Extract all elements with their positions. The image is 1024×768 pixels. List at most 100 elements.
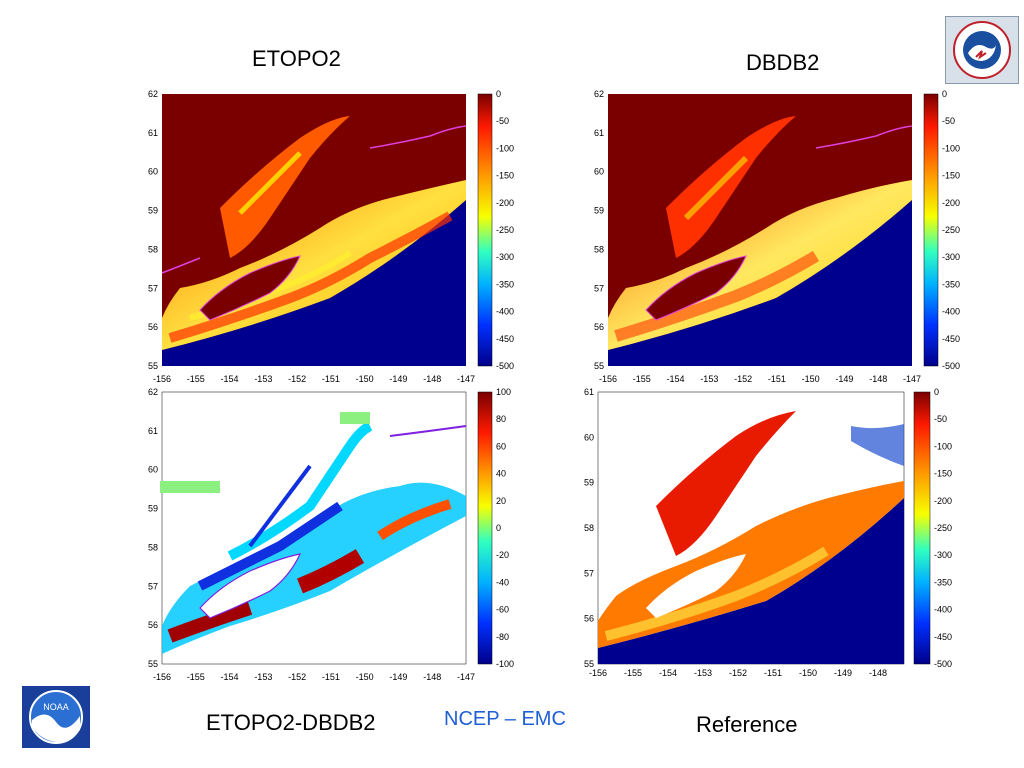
colorbar-tick-label: -350 — [934, 577, 952, 587]
colorbar-tick-label: -250 — [496, 225, 514, 235]
colorbar-tick-label: -50 — [942, 116, 955, 126]
x-tick-label: -151 — [768, 374, 786, 384]
x-tick-label: -155 — [187, 374, 205, 384]
y-tick-label: 59 — [584, 478, 594, 488]
colorbar-tick-label: -350 — [942, 279, 960, 289]
x-tick-label: -147 — [903, 374, 921, 384]
panel-dbdb2: 0 -50 -100 -150 -200 -250 -300 -350 -400 -450 -500… — [594, 89, 960, 384]
colorbar-tick-label: -60 — [496, 605, 509, 615]
y-tick-label: 59 — [594, 206, 604, 216]
colorbar-tick-label: -100 — [496, 659, 514, 669]
x-tick-label: -153 — [700, 374, 718, 384]
x-tick-label: -151 — [322, 374, 340, 384]
x-tick-label: -156 — [599, 374, 617, 384]
colorbar-tick-label: -150 — [942, 171, 960, 181]
colorbar-tick-label: 60 — [496, 441, 506, 451]
colorbar-tick-label: -300 — [934, 550, 952, 560]
x-tick-label: -153 — [694, 668, 712, 678]
x-tick-label: -154 — [221, 672, 239, 682]
colorbar-tick-label: -100 — [496, 143, 514, 153]
y-tick-label: 61 — [148, 128, 158, 138]
title-reference: Reference — [696, 712, 798, 737]
colorbar-ticks-reference: 0 -50 -100 -150 -200 -250 -300 -350 -400 -450 -500 — [934, 387, 952, 669]
colorbar-tick-label: -150 — [934, 469, 952, 479]
x-tick-label: -156 — [153, 672, 171, 682]
y-tick-label: 62 — [148, 387, 158, 397]
y-tick-label: 61 — [584, 387, 594, 397]
x-axis-ticks-reference: -156 -155 -154 -153 -152 -151 -150 -149 -148 — [589, 668, 887, 678]
title-etopo2: ETOPO2 — [252, 46, 341, 71]
nws-logo — [945, 16, 1019, 84]
x-tick-label: -153 — [254, 672, 272, 682]
y-tick-label: 58 — [148, 542, 158, 552]
colorbar-tick-label: -400 — [496, 307, 514, 317]
colorbar-tick-label: -200 — [496, 198, 514, 208]
y-tick-label: 62 — [594, 89, 604, 99]
y-tick-label: 55 — [148, 361, 158, 371]
y-tick-label: 55 — [584, 659, 594, 669]
noaa-logo-text: NOAA — [43, 702, 69, 712]
y-tick-label: 61 — [148, 426, 158, 436]
colorbar-tick-label: -350 — [496, 279, 514, 289]
colorbar-tick-label: -300 — [942, 252, 960, 262]
colorbar-tick-label: -500 — [934, 659, 952, 669]
y-tick-label: 55 — [594, 361, 604, 371]
y-tick-label: 56 — [148, 620, 158, 630]
y-tick-label: 60 — [584, 432, 594, 442]
x-tick-label: -149 — [835, 374, 853, 384]
y-tick-label: 56 — [594, 322, 604, 332]
colorbar-tick-label: -150 — [496, 171, 514, 181]
x-tick-label: -149 — [389, 672, 407, 682]
x-axis-ticks-etopo2: -156 -155 -154 -153 -152 -151 -150 -149 -148 -147 — [153, 374, 475, 384]
colorbar-tick-label: -200 — [934, 496, 952, 506]
x-tick-label: -156 — [153, 374, 171, 384]
panel-reference: 0 -50 -100 -150 -200 -250 -300 -350 -400 -450 -500… — [584, 387, 952, 678]
y-tick-label: 57 — [148, 581, 158, 591]
x-tick-label: -147 — [457, 374, 475, 384]
x-tick-label: -153 — [254, 374, 272, 384]
x-tick-label: -152 — [729, 668, 747, 678]
colorbar-tick-label: -400 — [942, 307, 960, 317]
y-axis-ticks-etopo2: 62 61 60 59 58 57 56 55 — [148, 89, 158, 371]
x-tick-label: -154 — [221, 374, 239, 384]
y-tick-label: 57 — [594, 283, 604, 293]
colorbar-ticks-etopo2: 0 -50 -100 -150 -200 -250 -300 -350 -400 -450 -500 — [496, 89, 514, 371]
x-tick-label: -148 — [869, 668, 887, 678]
colorbar-tick-label: -450 — [934, 632, 952, 642]
x-tick-label: -149 — [834, 668, 852, 678]
colorbar-tick-label: 0 — [934, 387, 939, 397]
colorbar-tick-label: -100 — [934, 441, 952, 451]
colorbar-tick-label: -80 — [496, 632, 509, 642]
colorbar-tick-label: 0 — [942, 89, 947, 99]
x-tick-label: -152 — [288, 672, 306, 682]
colorbar-tick-label: -20 — [496, 550, 509, 560]
colorbar-tick-label: -250 — [934, 523, 952, 533]
y-tick-label: 62 — [148, 89, 158, 99]
x-tick-label: -152 — [288, 374, 306, 384]
x-tick-label: -151 — [322, 672, 340, 682]
noaa-logo: NOAA — [22, 686, 90, 748]
colorbar-tick-label: -400 — [934, 605, 952, 615]
colorbar-ticks-dbdb2: 0 -50 -100 -150 -200 -250 -300 -350 -400 -450 -500 — [942, 89, 960, 371]
y-tick-label: 56 — [148, 322, 158, 332]
y-tick-label: 60 — [594, 167, 604, 177]
x-tick-label: -151 — [764, 668, 782, 678]
title-difference: ETOPO2-DBDB2 — [206, 710, 376, 735]
y-tick-label: 58 — [148, 244, 158, 254]
colorbar-tick-label: 0 — [496, 89, 501, 99]
y-tick-label: 57 — [584, 568, 594, 578]
colorbar-tick-label: -450 — [942, 334, 960, 344]
y-tick-label: 60 — [148, 465, 158, 475]
x-tick-label: -148 — [423, 374, 441, 384]
x-tick-label: -150 — [356, 374, 374, 384]
x-axis-ticks-difference: -156 -155 -154 -153 -152 -151 -150 -149 -148 -147 — [153, 672, 475, 682]
y-tick-label: 55 — [148, 659, 158, 669]
title-dbdb2: DBDB2 — [746, 50, 820, 75]
x-tick-label: -155 — [633, 374, 651, 384]
y-axis-ticks-dbdb2: 62 61 60 59 58 57 56 55 — [594, 89, 604, 371]
colorbar-tick-label: -250 — [942, 225, 960, 235]
x-tick-label: -156 — [589, 668, 607, 678]
y-axis-ticks-reference: 61 60 59 58 57 56 55 — [584, 387, 594, 669]
colorbar-tick-label: -200 — [942, 198, 960, 208]
